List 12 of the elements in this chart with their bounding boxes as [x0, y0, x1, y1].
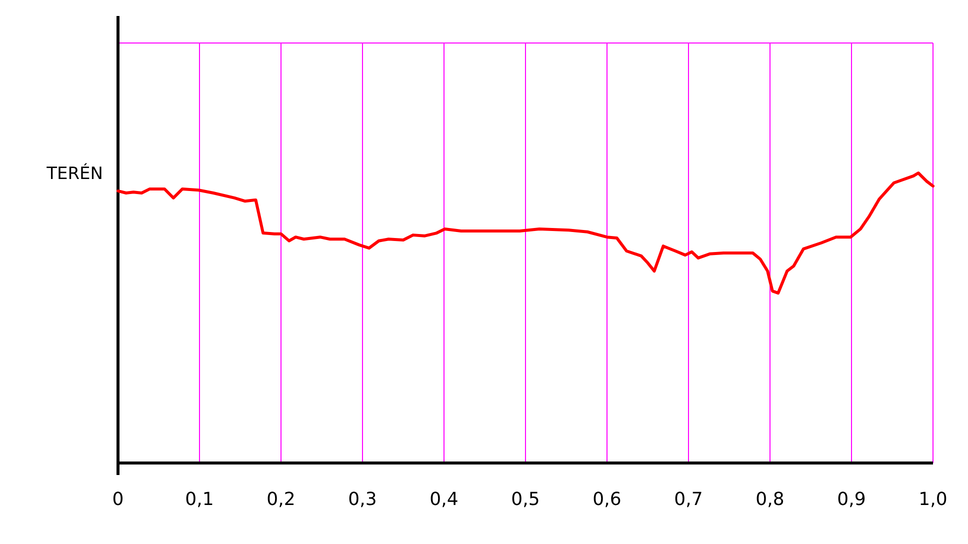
x-tick-label: 1,0	[918, 489, 948, 510]
x-tick-label: 0,9	[837, 489, 866, 510]
x-tick-label: 0,8	[756, 489, 784, 510]
x-tick-label: 0,7	[674, 489, 703, 510]
x-tick-label: 0,5	[511, 489, 540, 510]
series-label: TERÉN	[46, 162, 103, 184]
x-tick-label: 0	[112, 489, 124, 510]
x-tick-label: 0,4	[430, 489, 458, 510]
x-tick-label: 0,6	[592, 489, 622, 510]
x-tick-label: 0,3	[348, 489, 377, 510]
x-tick-label: 0,2	[266, 489, 296, 510]
x-tick-label: 0,1	[185, 489, 214, 510]
